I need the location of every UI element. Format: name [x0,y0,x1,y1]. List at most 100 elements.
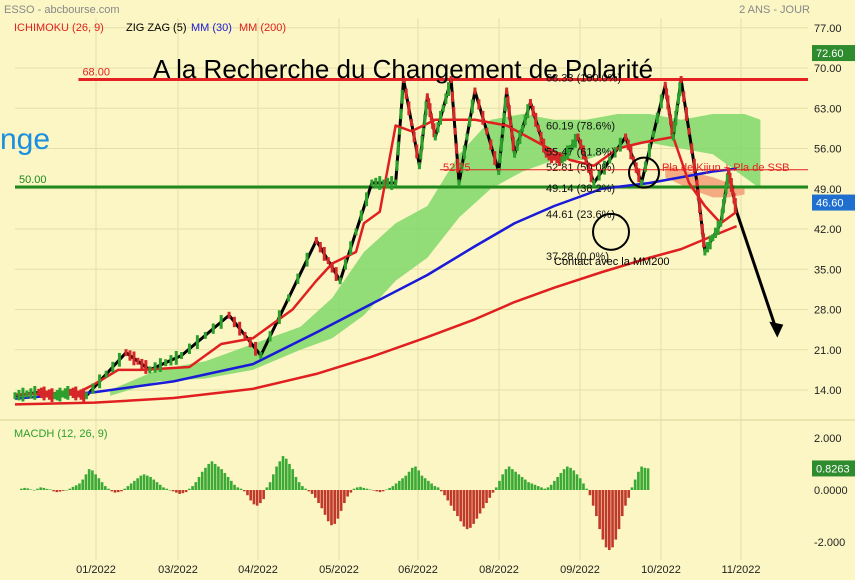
macd-bar [181,490,185,494]
macd-bar [501,474,505,490]
macd-bar [407,471,411,490]
macd-bar [562,469,566,490]
macd-bar [440,490,443,492]
fib-level-label: 37.28 (0.0%) [546,251,609,263]
x-tick-label: 08/2022 [479,564,519,576]
candle [424,101,428,116]
macd-bar [94,474,97,490]
macd-bar [482,490,485,509]
candle [724,183,728,194]
series-line [14,167,737,400]
macd-bar [133,480,136,490]
macd-bar [171,490,175,492]
macd-bar [129,483,133,490]
macd-bar [614,490,618,540]
macd-bar [146,475,149,490]
macd-bar [582,483,585,490]
macd-bar [339,490,343,511]
candle [211,323,215,334]
candle [50,388,54,403]
x-tick-label: 04/2022 [238,564,278,576]
macd-bar [317,490,320,504]
macd-bar [646,468,650,490]
price-badge [812,45,855,62]
candle [254,341,258,356]
macd-bar [530,483,534,490]
candle [497,168,501,175]
candle [542,138,546,153]
macd-bar [55,490,59,493]
candle [687,127,691,135]
macd-bar [320,490,324,509]
macd-bar [230,480,233,490]
candle [729,178,733,192]
macd-bar [498,480,501,490]
x-tick-label: 03/2022 [158,564,198,576]
period-label: 2 ANS - JOUR [739,4,810,16]
candle [678,82,682,96]
candle [227,311,231,319]
macd-bar [323,490,327,515]
macd-bar [485,490,488,504]
macd-bar [359,486,362,490]
candle [675,104,679,112]
candle [400,89,404,104]
macd-bar [36,488,39,490]
candle [720,209,724,220]
macd-bar [452,490,456,511]
macd-bar [478,490,482,514]
candle [643,161,647,172]
macd-bar [469,490,472,528]
candle [33,385,37,400]
candle [670,121,674,136]
macd-bar [310,490,314,494]
macd-bar [213,463,217,490]
macd-bar [546,487,550,490]
candle [584,156,588,164]
candle [539,131,543,143]
candle [13,392,17,400]
macd-bar [417,470,421,490]
candle [626,139,630,150]
candle [39,387,43,399]
candle [98,374,102,389]
macd-value-badge-label: 0.8263 [816,463,850,475]
macd-bar [162,487,165,490]
candle [61,390,65,398]
candle [425,93,429,101]
candle [629,145,633,160]
macd-bar [343,490,346,504]
macd-bar [556,476,559,490]
macd-bar [436,487,440,490]
macd-bar [617,490,621,530]
macd-bar [233,484,236,490]
candle [394,179,398,187]
macd-bar [272,474,275,490]
candle [164,359,168,367]
macd-bar [304,488,307,490]
macd-bar [58,490,62,492]
macd-bar [136,478,139,490]
candle [544,150,548,158]
candle [457,179,461,187]
x-tick-label: 09/2022 [560,564,600,576]
candle [354,228,358,236]
macd-bar [142,474,146,490]
macd-y-tick-label: -2.000 [814,537,845,549]
candle [402,76,406,83]
fib-level-label: 55.47 (61.8%) [546,147,615,159]
candle [398,127,402,135]
candle [124,349,128,357]
candle [349,241,353,256]
candle [731,188,735,196]
candle [432,123,436,138]
candle [441,104,445,112]
macd-y-tick-label: 0.0000 [814,485,848,497]
macd-bar [591,490,595,506]
candle [248,336,252,348]
candle [473,87,477,95]
candle [187,343,191,354]
candle [558,152,562,166]
candle [104,370,108,378]
